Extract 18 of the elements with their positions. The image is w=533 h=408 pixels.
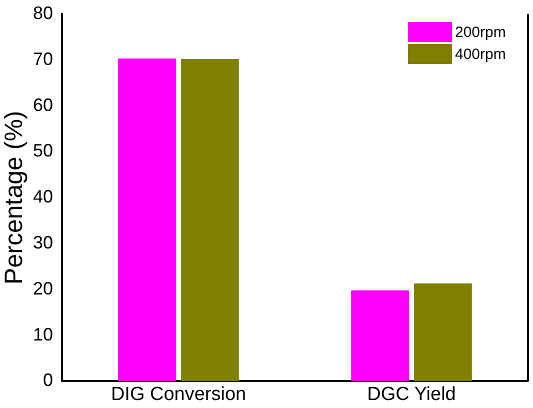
bar [351,290,409,382]
y-tick-label: 60 [32,94,54,115]
y-tick-label: 70 [32,48,54,69]
bar [414,283,472,382]
bar [181,58,239,382]
y-tick-label: 50 [32,140,54,161]
y-tick-label: 30 [32,232,54,252]
y-tick-label: 0 [43,370,54,390]
y-tick-label: 40 [32,186,54,207]
y-axis-title: Percentage (%) [0,110,28,284]
legend-label: 200rpm [455,24,506,40]
legend-label: 400rpm [455,46,506,62]
x-tick-label: DGC Yield [367,384,456,405]
bar [118,58,176,382]
y-tick-label: 80 [32,2,54,23]
y-tick-label: 10 [32,324,54,344]
y-tick-label: 20 [32,278,54,298]
x-tick-label: DIG Conversion [110,384,246,405]
